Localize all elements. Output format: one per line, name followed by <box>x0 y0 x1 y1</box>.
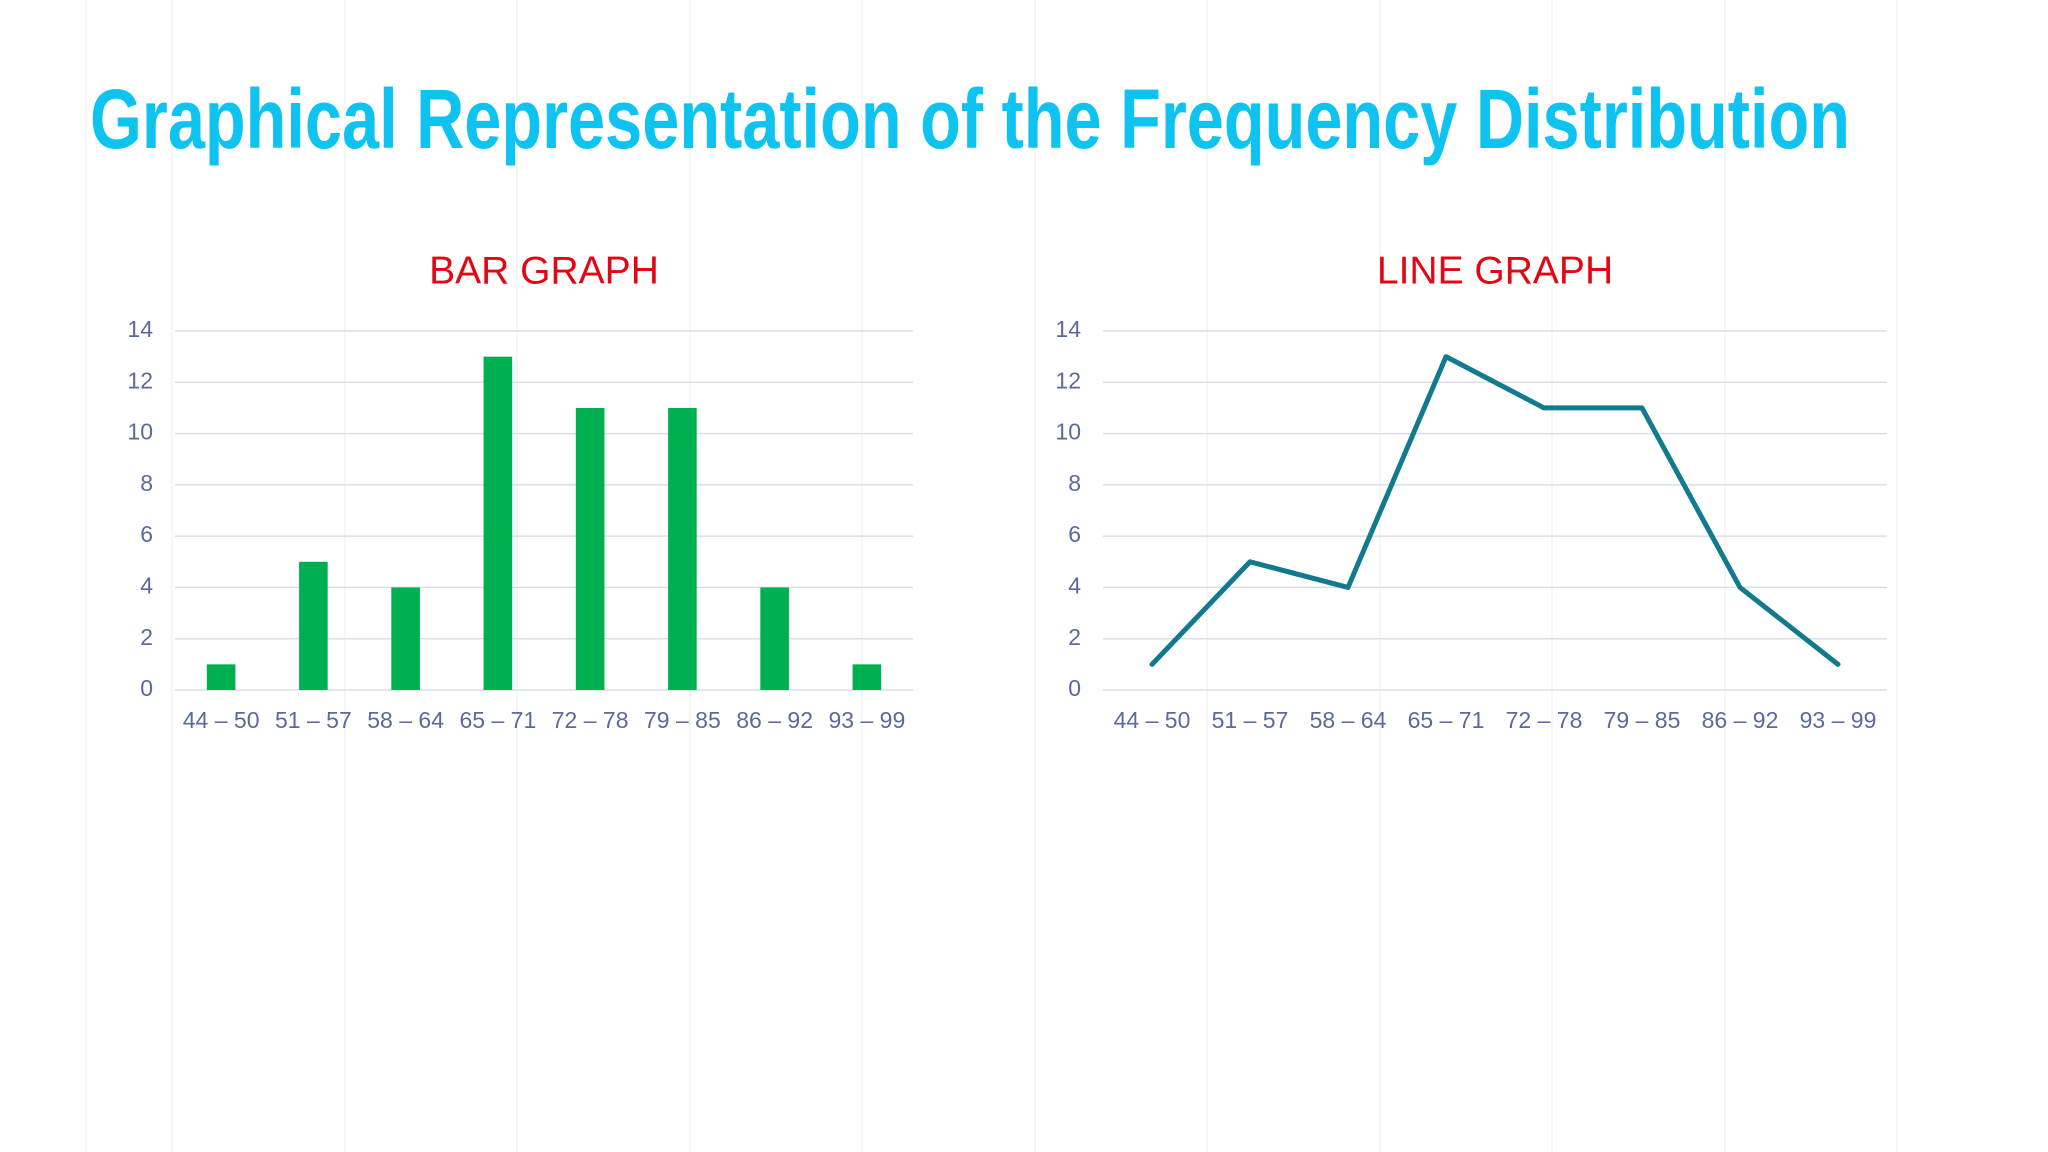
y-tick-label: 14 <box>1055 316 1081 342</box>
y-tick-label: 2 <box>1068 624 1081 650</box>
x-tick-label: 93 – 99 <box>1800 707 1877 733</box>
x-tick-label: 65 – 71 <box>460 707 537 733</box>
x-tick-label: 51 – 57 <box>1212 707 1289 733</box>
x-tick-label: 72 – 78 <box>1506 707 1583 733</box>
y-tick-label: 10 <box>1055 419 1081 445</box>
y-tick-label: 6 <box>140 521 153 547</box>
y-tick-label: 4 <box>140 573 153 599</box>
y-tick-label: 0 <box>1068 675 1081 701</box>
bar <box>852 664 882 690</box>
x-tick-label: 44 – 50 <box>1114 707 1191 733</box>
bar <box>668 407 697 690</box>
x-tick-label: 86 – 92 <box>1702 707 1779 733</box>
y-tick-label: 12 <box>127 367 153 393</box>
x-tick-label: 58 – 64 <box>367 707 444 733</box>
x-tick-label: 44 – 50 <box>183 707 260 733</box>
x-tick-label: 72 – 78 <box>552 707 629 733</box>
chart-title: LINE GRAPH <box>1377 249 1613 292</box>
x-tick-label: 58 – 64 <box>1310 707 1387 733</box>
y-tick-label: 10 <box>127 419 153 445</box>
x-tick-label: 79 – 85 <box>1604 707 1681 733</box>
x-tick-label: 51 – 57 <box>275 707 352 733</box>
y-tick-label: 6 <box>1068 521 1081 547</box>
page-title: Graphical Representation of the Frequenc… <box>90 72 1850 166</box>
y-tick-label: 0 <box>140 675 153 701</box>
bar <box>391 587 420 690</box>
bar <box>206 664 236 690</box>
line <box>1149 354 1841 667</box>
y-tick-label: 8 <box>140 470 153 496</box>
y-tick-label: 2 <box>140 624 153 650</box>
x-tick-label: 93 – 99 <box>829 707 906 733</box>
background-lines <box>85 0 1898 1152</box>
x-tick-label: 86 – 92 <box>736 707 813 733</box>
y-tick-label: 8 <box>1068 470 1081 496</box>
bar <box>299 561 328 690</box>
bar <box>760 587 789 690</box>
bar <box>483 356 513 690</box>
x-tick-label: 79 – 85 <box>644 707 721 733</box>
x-tick-label: 65 – 71 <box>1408 707 1485 733</box>
chart-title: BAR GRAPH <box>429 249 659 292</box>
y-tick-label: 12 <box>1055 367 1081 393</box>
bar <box>575 407 605 690</box>
y-tick-label: 4 <box>1068 573 1081 599</box>
y-tick-label: 14 <box>127 316 153 342</box>
